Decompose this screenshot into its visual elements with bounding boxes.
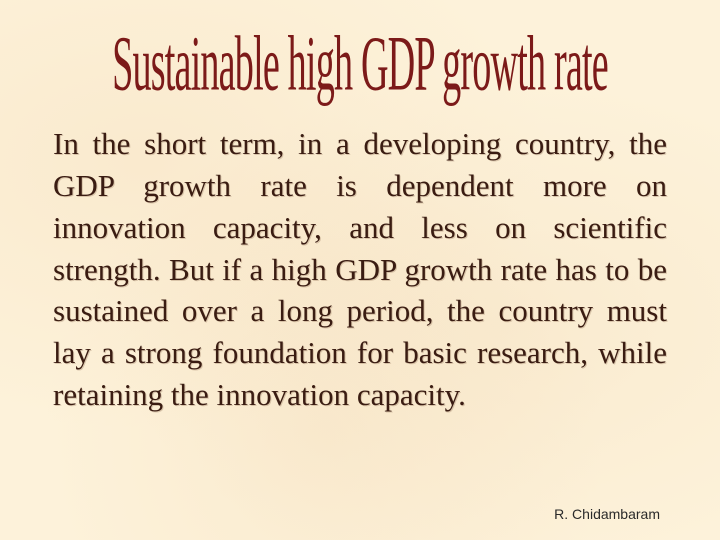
slide-title: Sustainable high GDP growth rate: [99, 18, 622, 108]
slide-body-text: In the short term, in a developing count…: [45, 123, 675, 416]
slide-container: Sustainable high GDP growth rate In the …: [0, 0, 720, 540]
slide-attribution: R. Chidambaram: [554, 506, 660, 522]
